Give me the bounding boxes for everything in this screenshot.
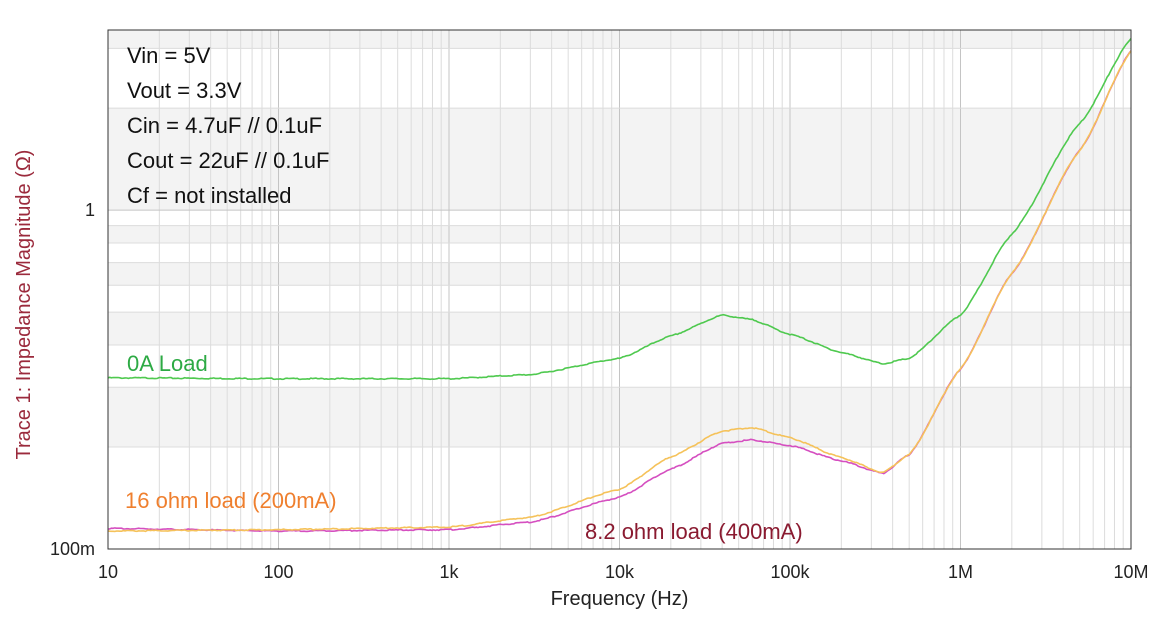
x-tick-label: 10 [98,562,118,582]
series-label: 16 ohm load (200mA) [125,488,337,513]
annotation-line: Vout = 3.3V [127,78,242,103]
x-tick-label: 1M [948,562,973,582]
x-tick-label: 10k [605,562,635,582]
annotation-line: Cf = not installed [127,183,291,208]
y-axis-title: Trace 1: Impedance Magnitude (Ω) [13,150,35,460]
condition-annotations: Vin = 5V Vout = 3.3V Cin = 4.7uF // 0.1uF C… [127,43,329,208]
y-tick-label: 1 [85,200,95,220]
y-tick-labels: 100m 1 [50,200,95,559]
annotation-line: Cout = 22uF // 0.1uF [127,148,329,173]
plot-frame [107,29,1132,550]
x-tick-labels: 10 100 1k 10k 100k 1M 10M [98,562,1149,582]
x-tick-label: 100k [770,562,810,582]
annotation-line: Cin = 4.7uF // 0.1uF [127,113,322,138]
x-axis-title: Frequency (Hz) [551,588,689,610]
series-line-1 [107,50,1132,533]
series-label: 0A Load [127,351,208,376]
y-tick-label: 100m [50,539,95,559]
annotation-line: Vin = 5V [127,43,211,68]
x-tick-label: 100 [263,562,293,582]
series-labels: 0A Load 16 ohm load (200mA) 8.2 ohm load (… [125,351,803,544]
series-label: 8.2 ohm load (400mA) [585,519,803,544]
series-line-0 [107,38,1132,381]
series-lines [107,38,1132,533]
grid-lines [107,30,1132,550]
x-tick-label: 1k [439,562,459,582]
x-tick-label: 10M [1113,562,1148,582]
